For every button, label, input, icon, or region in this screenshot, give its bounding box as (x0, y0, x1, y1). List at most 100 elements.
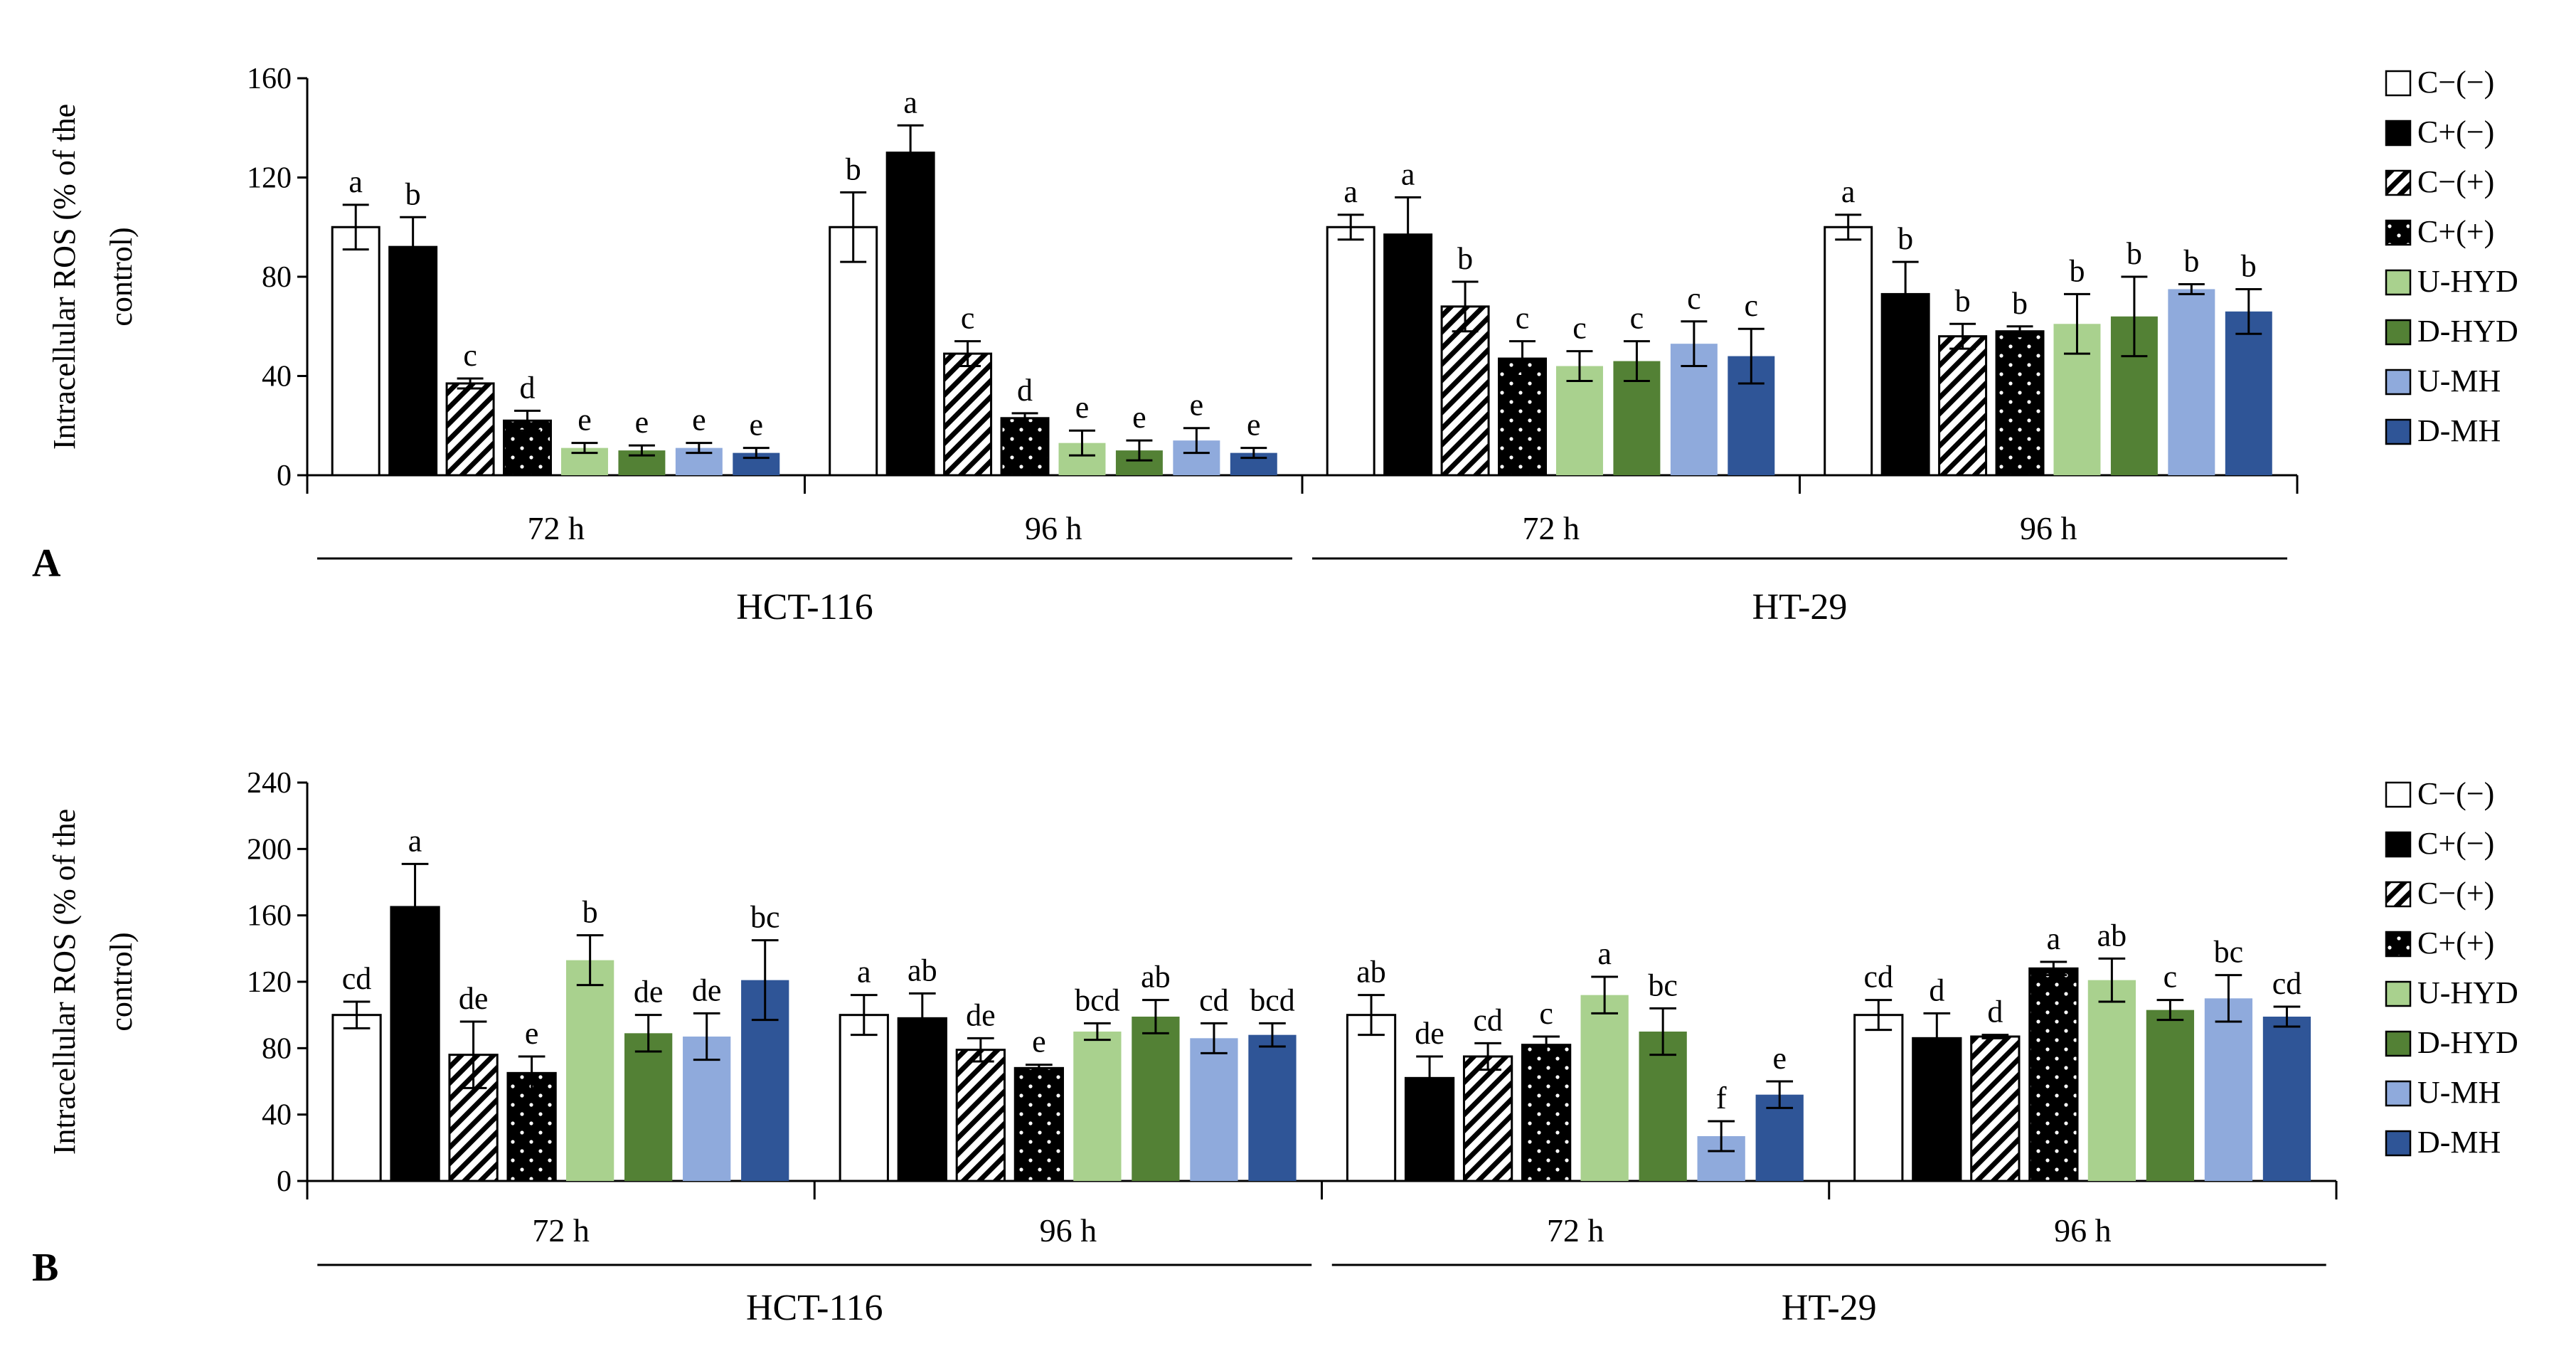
bar-C+(+) (1000, 417, 1050, 477)
significance-letter: f (1716, 1081, 1727, 1116)
legend-swatch (2385, 1080, 2412, 1107)
significance-letter: e (1247, 408, 1261, 443)
significance-letter: e (1032, 1024, 1046, 1059)
significance-letter: c (1572, 311, 1587, 346)
bar-C+(+) (1995, 330, 2045, 477)
bar-U-MH (2168, 289, 2215, 475)
legend-swatch (2385, 980, 2412, 1007)
legend-swatch (2385, 319, 2412, 346)
time-label: 96 h (2054, 1212, 2112, 1249)
bar-U-HYD (1073, 1032, 1122, 1181)
significance-letter: b (1898, 221, 1913, 256)
y-tick-label: 80 (262, 1032, 292, 1065)
y-tick-label: 40 (262, 361, 292, 393)
y-tick-label: 0 (277, 1165, 292, 1198)
legend-label: D-MH (2417, 413, 2501, 448)
bar-C−(+) (955, 1049, 1006, 1182)
significance-letter: c (1630, 301, 1644, 336)
significance-letter: ab (2097, 918, 2127, 953)
time-label: 96 h (2020, 510, 2077, 546)
significance-letter: c (463, 338, 477, 373)
bar-C−(−) (1346, 1014, 1397, 1182)
significance-letter: de (459, 981, 489, 1016)
bar-C+(+) (1521, 1044, 1572, 1182)
significance-letter: a (348, 164, 363, 199)
legend-swatch (2385, 418, 2412, 445)
bar-U-HYD (1580, 995, 1629, 1181)
significance-letter: c (1539, 996, 1553, 1031)
legend-label: C+(−) (2417, 826, 2494, 861)
significance-letter: cd (342, 961, 372, 996)
bar-C−(+) (943, 352, 993, 477)
y-axis-title-line1: Intracellular ROS (% of the (47, 104, 82, 450)
bar-D-MH (1248, 1034, 1297, 1181)
bar-U-MH (1190, 1038, 1238, 1181)
legend-label: C−(+) (2417, 876, 2494, 911)
time-label: 96 h (1040, 1212, 1097, 1249)
significance-letter: a (2047, 921, 2061, 956)
significance-letter: a (857, 955, 871, 990)
significance-letter: b (2127, 236, 2142, 271)
time-label: 72 h (532, 1212, 590, 1249)
panel-label: B (32, 1246, 58, 1290)
legend-label: D-HYD (2417, 1025, 2518, 1060)
y-tick-label: 240 (247, 767, 292, 800)
significance-letter: c (1745, 288, 1759, 323)
significance-letter: bcd (1075, 982, 1120, 1017)
significance-letter: b (2241, 248, 2257, 283)
bar-C−(−) (331, 226, 380, 477)
bar-C−(−) (1824, 226, 1873, 477)
significance-letter: d (1987, 995, 2003, 1029)
significance-letter: b (2012, 286, 2028, 321)
significance-letter: e (1772, 1041, 1787, 1076)
significance-letter: bcd (1250, 982, 1295, 1017)
significance-letter: b (2183, 243, 2199, 278)
significance-letter: c (961, 301, 975, 336)
bar-C−(−) (331, 1014, 382, 1182)
y-tick-label: 0 (277, 460, 292, 492)
chart-panel-a: 0 40 80 120 160 Intracellular ROS (% of the co… (32, 63, 2518, 627)
bar-C+(+) (506, 1071, 557, 1182)
bar-C+(−) (388, 245, 438, 477)
bar-C−(+) (1440, 305, 1490, 477)
significance-letter: e (635, 405, 649, 440)
significance-letter: de (966, 997, 996, 1032)
bar-C+(−) (885, 152, 935, 477)
significance-letter: d (1929, 973, 1944, 1007)
legend-swatch (2385, 1030, 2412, 1057)
bar-C−(−) (829, 226, 878, 477)
significance-letter: a (1841, 174, 1856, 209)
significance-letter: b (405, 176, 421, 211)
significance-letter: e (525, 1016, 539, 1051)
significance-letter: a (903, 85, 917, 120)
legend-label: D-MH (2417, 1125, 2501, 1160)
bar-C−(+) (1462, 1055, 1513, 1182)
bar-C+(−) (897, 1017, 947, 1182)
significance-letter: ab (1356, 955, 1386, 990)
significance-letter: d (1017, 373, 1033, 408)
significance-letter: c (2163, 960, 2178, 995)
bar-C−(−) (1326, 226, 1375, 477)
bar-U-MH (2204, 998, 2253, 1181)
cell-line-label: HT-29 (1752, 587, 1848, 627)
bar-D-HYD (2146, 1010, 2195, 1181)
y-tick-label: 120 (247, 966, 292, 999)
significance-letter: bc (750, 900, 780, 935)
significance-letter: bc (1648, 968, 1678, 1002)
significance-letter: a (1343, 174, 1358, 209)
bar-U-HYD (2087, 980, 2136, 1181)
bar-C−(+) (1938, 335, 1988, 477)
legend-label: U-MH (2417, 364, 2501, 398)
y-axis-title-line1: Intracellular ROS (% of the (47, 809, 82, 1155)
significance-letter: b (2069, 253, 2085, 288)
bar-C+(+) (2028, 967, 2079, 1182)
significance-letter: c (1516, 301, 1530, 336)
y-tick-label: 80 (262, 261, 292, 294)
time-label: 72 h (1523, 510, 1580, 546)
bar-U-HYD (1555, 366, 1603, 475)
legend-swatch (2385, 781, 2412, 808)
bar-C−(+) (1970, 1035, 2021, 1182)
legend-label: U-HYD (2417, 264, 2518, 299)
legend-label: C−(−) (2417, 65, 2494, 100)
y-tick-label: 40 (262, 1099, 292, 1132)
